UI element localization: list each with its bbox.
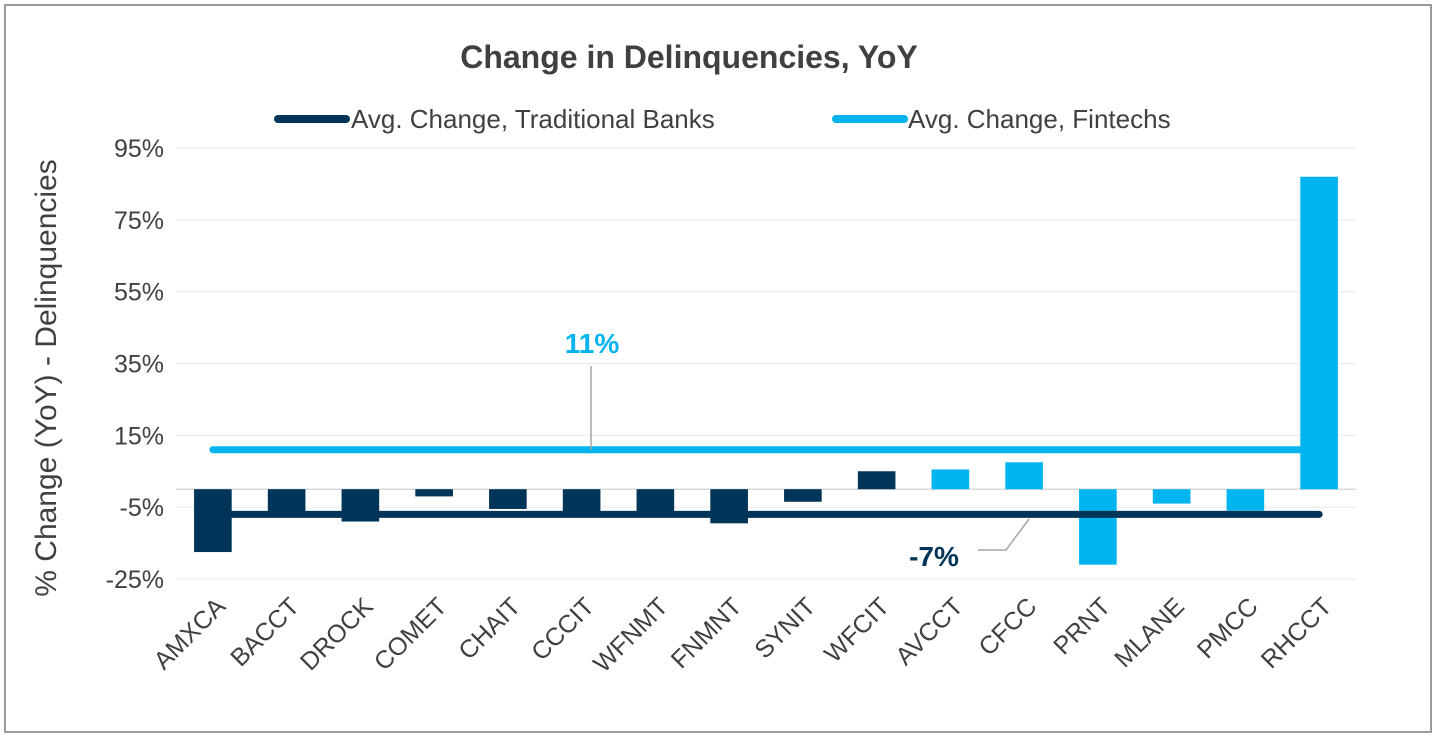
fintech-average-annotation: 11% — [565, 328, 620, 359]
bar-cccit — [562, 489, 601, 515]
y-tick-label: 75% — [114, 207, 164, 235]
x-tick-label: PRNT — [1048, 592, 1116, 660]
x-tick-label: WFNMT — [588, 592, 674, 678]
x-tick-label: CFCC — [973, 592, 1042, 661]
x-tick-label: AMXCA — [148, 592, 231, 675]
x-tick-label: SYNIT — [749, 592, 821, 664]
x-tick-label: WFCIT — [819, 592, 895, 668]
traditional-banks-average-leader — [978, 518, 1030, 551]
bar-pmcc — [1226, 489, 1265, 511]
x-tick-label: FNMNT — [666, 592, 748, 674]
y-tick-label: 15% — [114, 422, 164, 450]
bar-wfcit — [857, 471, 896, 490]
x-tick-label: RHCCT — [1256, 592, 1338, 674]
y-tick-label: 95% — [114, 135, 164, 163]
x-tick-label: COMET — [369, 592, 453, 676]
y-tick-label: -5% — [120, 494, 164, 522]
bar-chait — [489, 489, 527, 509]
y-tick-labels: 95% 75% 55% 35% 15% -5% -25% — [106, 135, 164, 594]
y-axis-label: % Change (YoY) - Delinquencies — [30, 159, 63, 596]
legend-label-traditional-banks: Avg. Change, Traditional Banks — [351, 104, 715, 134]
bar-synit — [784, 489, 822, 502]
chart-title: Change in Delinquencies, YoY — [460, 39, 918, 75]
bar-mlane — [1152, 489, 1191, 504]
bar-comet — [415, 489, 453, 497]
bar-fnmnt — [710, 489, 748, 524]
bar-rhcct — [1300, 176, 1338, 490]
legend-label-fintechs: Avg. Change, Fintechs — [908, 104, 1171, 134]
y-tick-label: 35% — [114, 351, 164, 379]
bars — [194, 176, 1338, 565]
x-tick-label: BACCT — [225, 592, 305, 672]
x-tick-label: DROCK — [295, 592, 379, 676]
x-tick-label: PMCC — [1192, 592, 1264, 664]
y-tick-label: -25% — [106, 566, 164, 594]
y-tick-label: 55% — [114, 279, 164, 307]
x-tick-label: CHAIT — [453, 592, 526, 665]
x-tick-label: CCCIT — [526, 592, 600, 666]
x-tick-label: AVCCT — [890, 592, 968, 670]
chart-frame: 95% 75% 55% 35% 15% -5% -25% AMXCA BACCT DROCK CO… — [4, 4, 1432, 733]
reference-lines — [209, 446, 1323, 518]
bar-amxca — [194, 489, 232, 553]
bar-bacct — [267, 489, 306, 515]
bar-cfcc — [1005, 462, 1043, 490]
x-tick-label: MLANE — [1109, 592, 1190, 673]
traditional-banks-average-annotation: -7% — [909, 541, 959, 572]
legend: Avg. Change, Traditional Banks Avg. Chan… — [274, 104, 1171, 134]
delinquency-chart: 95% 75% 55% 35% 15% -5% -25% AMXCABACCTDROCKCO… — [30, 39, 1356, 678]
annotations: 11% -7% — [565, 328, 1030, 572]
bar-avcct — [931, 469, 970, 490]
bar-prnt — [1079, 489, 1117, 565]
bar-wfnmt — [636, 489, 675, 515]
